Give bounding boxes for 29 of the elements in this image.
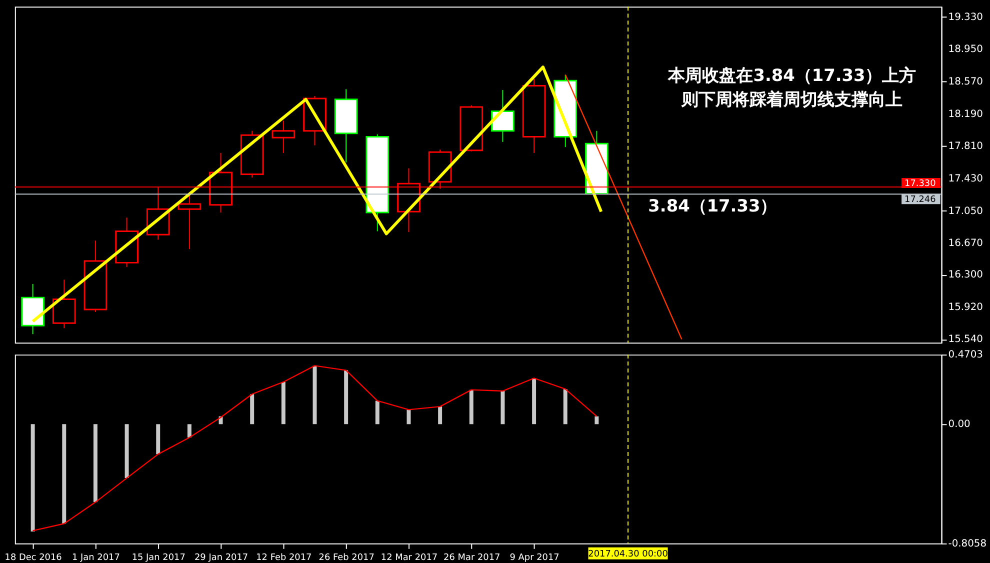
annotation: 3.84（17.33）	[648, 195, 778, 216]
y-tick-label: 18.950	[948, 44, 983, 56]
y-tick-label: 17.050	[948, 206, 983, 217]
x-tick-label: 26 Mar 2017	[444, 552, 500, 563]
annotation: 本周收盘在3.84（17.33）上方	[667, 65, 916, 86]
annotation: 则下周将踩着周切线支撑向上	[680, 89, 903, 110]
y-tick-label: 16.670	[948, 238, 983, 250]
x-tick-label: 12 Mar 2017	[380, 552, 438, 563]
y-tick-label: 16.300	[948, 270, 983, 281]
y-tick-label: 18.570	[948, 76, 983, 88]
x-tick-label: 1 Jan 2017	[72, 552, 120, 563]
x-tick-label: 18 Dec 2016	[4, 552, 62, 563]
ref-line-label: 17.246	[904, 195, 936, 206]
y-tick-label: 0.00	[948, 419, 970, 430]
x-tick-label: 15 Jan 2017	[132, 552, 186, 563]
y-tick-label: 15.540	[948, 334, 983, 346]
ref-line-label: 17.330	[904, 178, 936, 189]
ref-line-label: 2017.04.30 00:00	[588, 549, 668, 560]
y-tick-label: 19.330	[948, 12, 983, 23]
y-tick-label: 17.430	[948, 173, 983, 184]
y-tick-label: 17.810	[948, 141, 983, 152]
x-tick-label: 26 Feb 2017	[318, 552, 374, 563]
y-tick-label: 18.190	[948, 108, 983, 120]
y-tick-label: 15.920	[948, 302, 983, 313]
x-tick-label: 29 Jan 2017	[194, 552, 248, 563]
y-tick-label: 0.4703	[948, 350, 983, 361]
x-tick-label: 12 Feb 2017	[256, 552, 312, 563]
x-tick-label: 9 Apr 2017	[510, 552, 560, 563]
y-tick-label: -0.8058	[948, 538, 987, 550]
